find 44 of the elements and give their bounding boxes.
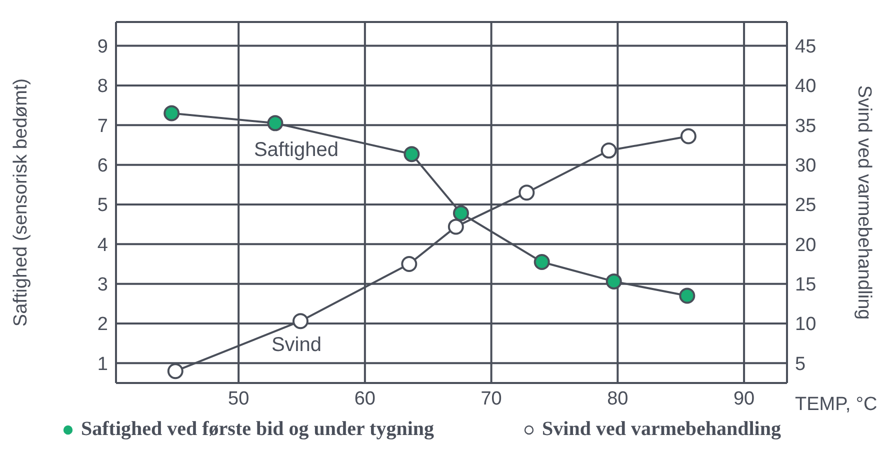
y-tick-label: 4 <box>97 234 108 256</box>
y2-tick-label: 35 <box>795 116 816 137</box>
x-tick-label: 70 <box>480 388 502 410</box>
x-tick-label: 80 <box>607 388 628 410</box>
legend-label: Saftighed ved første bid og under tygning <box>81 418 434 441</box>
point <box>518 184 535 201</box>
point <box>679 288 696 304</box>
y-tick-label: 5 <box>97 195 108 216</box>
point <box>448 218 464 235</box>
point <box>680 128 696 144</box>
point <box>164 105 180 122</box>
y2-axis-title: Svind ved varmebehandling <box>853 85 874 320</box>
y2-tick-label: 40 <box>795 76 816 98</box>
y-tick-label: 3 <box>97 274 108 296</box>
point <box>404 146 420 162</box>
y-tick-label: 7 <box>97 116 108 137</box>
y2-tick-label: 25 <box>795 195 816 216</box>
y2-tick-label: 10 <box>795 314 816 336</box>
y-tick-label: 9 <box>97 36 108 58</box>
x-tick-label: 90 <box>733 388 755 410</box>
point <box>600 142 617 159</box>
y-axis-title: Saftighed (sensorisk bedømt) <box>10 78 32 327</box>
legend-label: Svind ved varmebehandling <box>542 418 781 441</box>
annotation: Saftighed <box>254 139 338 162</box>
y2-tick-label: 45 <box>795 36 816 58</box>
x-axis-title: TEMP, °C <box>795 394 878 416</box>
y2-tick-label: 30 <box>795 156 816 177</box>
y-tick-label: 1 <box>97 354 108 375</box>
point <box>267 115 284 132</box>
y2-tick-label: 20 <box>795 234 816 256</box>
y2-tick-label: 5 <box>795 354 806 375</box>
y2-tick-label: 15 <box>795 274 816 296</box>
point <box>452 205 469 222</box>
point <box>292 313 308 330</box>
point <box>606 273 622 290</box>
y-tick-label: 2 <box>97 314 108 336</box>
point <box>167 363 184 380</box>
y-tick-label: 8 <box>97 76 108 98</box>
x-tick-label: 50 <box>228 388 250 410</box>
x-tick-label: 60 <box>354 388 376 410</box>
point <box>534 254 550 270</box>
y-tick-label: 6 <box>97 156 108 177</box>
annotation: Svind <box>271 334 322 356</box>
point <box>401 256 418 272</box>
